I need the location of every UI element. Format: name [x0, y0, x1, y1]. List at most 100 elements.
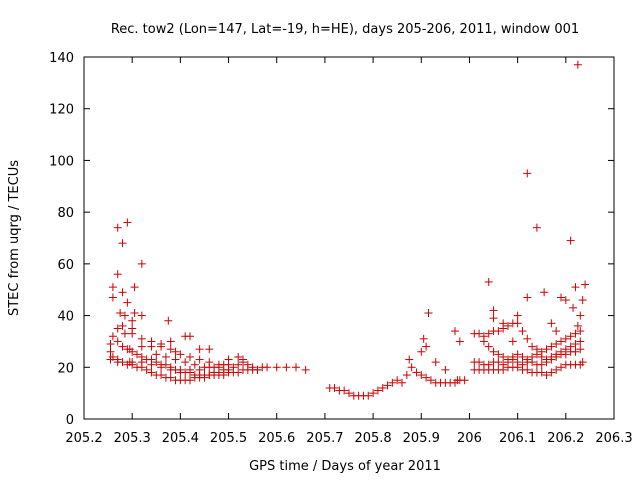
- data-point: [128, 316, 137, 325]
- data-point: [234, 368, 243, 377]
- chart-title: Rec. tow2 (Lon=147, Lat=-19, h=HE), days…: [111, 22, 579, 37]
- data-point: [475, 329, 484, 338]
- data-point: [552, 365, 561, 374]
- data-point: [576, 311, 585, 320]
- x-tick-label: 205.3: [114, 431, 151, 446]
- y-tick-label: 100: [49, 154, 74, 169]
- x-axis-label: GPS time / Days of year 2011: [249, 459, 441, 474]
- data-point: [120, 311, 129, 320]
- data-point: [523, 169, 532, 178]
- data-point: [118, 239, 127, 248]
- data-point: [547, 342, 556, 351]
- data-point: [133, 350, 141, 359]
- data-point: [484, 329, 493, 338]
- data-point: [388, 378, 397, 387]
- data-point: [552, 350, 561, 359]
- data-point: [494, 350, 503, 359]
- data-point: [282, 363, 291, 372]
- data-point: [542, 345, 551, 354]
- data-point: [364, 391, 373, 400]
- data-point: [205, 371, 214, 380]
- data-point: [489, 306, 498, 315]
- data-point: [108, 352, 117, 361]
- data-point: [542, 355, 551, 364]
- data-point: [118, 288, 127, 297]
- data-point: [214, 363, 223, 372]
- data-point: [161, 352, 170, 361]
- data-point: [552, 327, 561, 336]
- plot-frame: [83, 56, 615, 420]
- data-point: [157, 363, 166, 372]
- data-point: [147, 337, 156, 346]
- data-point: [128, 347, 137, 356]
- x-tick-label: 206.2: [547, 431, 584, 446]
- data-point: [113, 324, 122, 333]
- data-point: [253, 365, 262, 374]
- data-point: [118, 342, 127, 351]
- data-point: [528, 352, 537, 361]
- data-point: [518, 360, 527, 369]
- data-point: [373, 386, 382, 395]
- data-point: [578, 296, 587, 305]
- data-point: [123, 298, 132, 307]
- data-point: [475, 358, 484, 367]
- data-point: [426, 376, 435, 385]
- data-point: [557, 363, 565, 372]
- data-point: [301, 365, 310, 374]
- data-point: [451, 327, 459, 336]
- data-point: [499, 319, 508, 328]
- data-point: [479, 337, 488, 346]
- data-point: [578, 358, 587, 367]
- data-point: [176, 350, 185, 359]
- x-tick-label: 206.3: [595, 431, 632, 446]
- data-point: [547, 352, 556, 361]
- data-point: [128, 358, 137, 367]
- data-point: [542, 371, 551, 380]
- data-point: [547, 368, 556, 377]
- data-point: [272, 363, 281, 372]
- data-point: [566, 342, 575, 351]
- data-point: [113, 223, 122, 232]
- data-point: [383, 381, 392, 390]
- data-point: [137, 259, 146, 268]
- data-point: [137, 311, 146, 320]
- x-tick-label: 206.1: [499, 431, 536, 446]
- data-point: [378, 383, 387, 392]
- data-point: [571, 340, 580, 349]
- data-point: [113, 355, 122, 364]
- data-point: [243, 360, 252, 369]
- data-point: [422, 342, 431, 351]
- axis-ticks: 205.2 205.3 205.4 205.5 205.6 205.7 205.8 205.9…: [49, 51, 632, 446]
- y-tick-label: 80: [57, 206, 74, 221]
- data-point: [573, 321, 582, 330]
- data-point: [552, 340, 561, 349]
- data-point: [340, 386, 349, 395]
- data-point: [147, 368, 156, 377]
- data-point: [161, 360, 170, 369]
- data-point: [195, 345, 204, 354]
- data-point: [499, 360, 508, 369]
- data-point: [513, 311, 522, 320]
- data-point: [195, 365, 204, 374]
- data-point: [424, 308, 433, 317]
- data-point: [130, 308, 139, 317]
- data-point: [566, 332, 575, 341]
- data-point: [484, 342, 493, 351]
- data-point: [532, 350, 541, 359]
- data-point: [431, 358, 440, 367]
- data-point: [106, 340, 115, 349]
- data-point: [405, 355, 414, 364]
- data-point: [166, 345, 175, 354]
- data-points: [106, 60, 590, 400]
- data-point: [248, 363, 257, 372]
- data-point: [547, 319, 556, 328]
- data-point: [557, 337, 565, 346]
- data-point: [504, 321, 512, 330]
- data-point: [532, 223, 541, 232]
- data-point: [453, 376, 462, 385]
- data-point: [106, 347, 115, 356]
- x-tick-label: 205.9: [403, 431, 440, 446]
- data-point: [561, 296, 570, 305]
- data-point: [229, 363, 238, 372]
